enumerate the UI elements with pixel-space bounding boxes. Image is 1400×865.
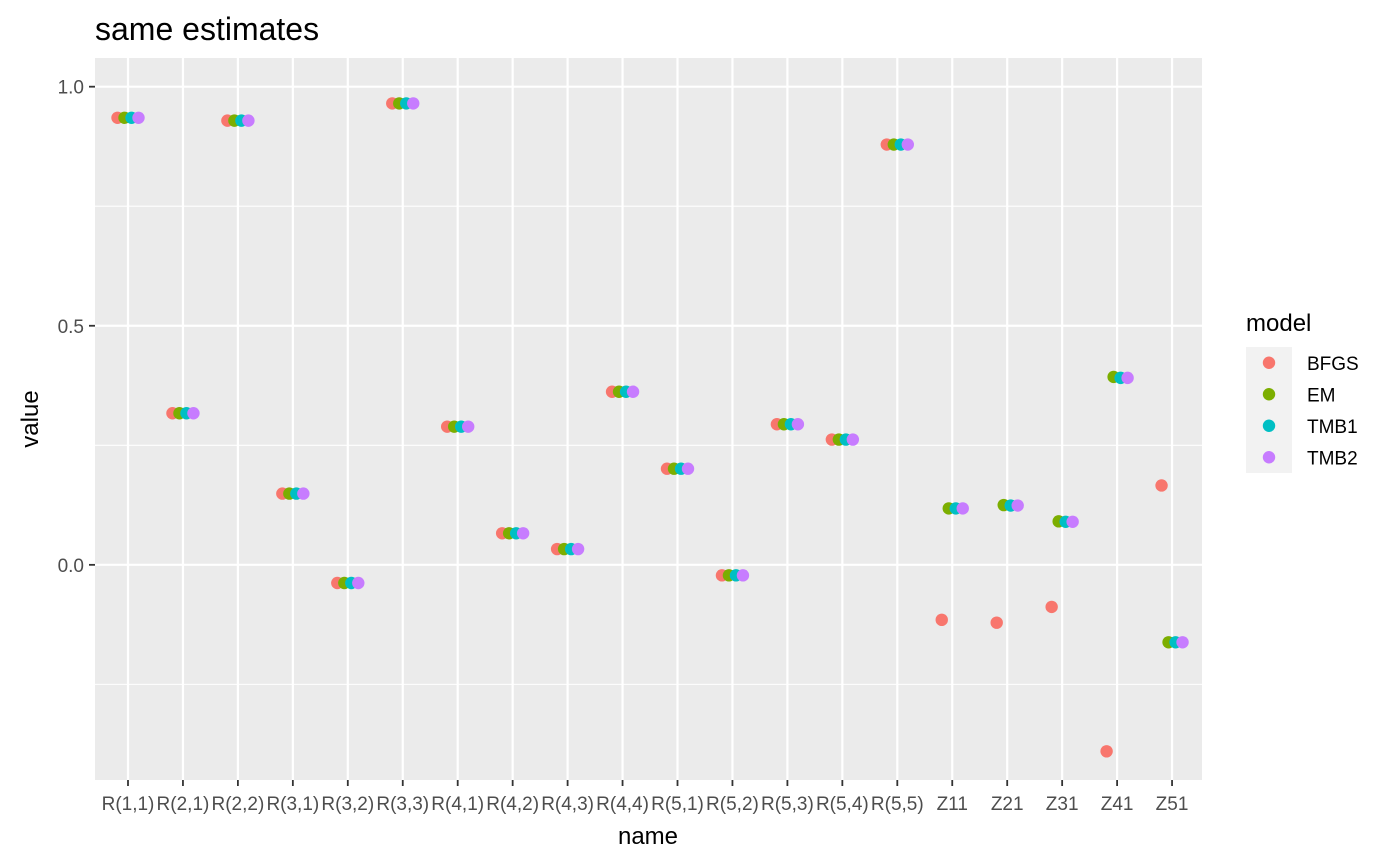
x-tick-label: R(4,2) [486, 794, 539, 815]
x-axis-title: name [618, 823, 678, 850]
x-tick-label: R(4,4) [596, 794, 649, 815]
legend-key-point [1262, 388, 1276, 401]
point-BFGS-Z41 [1100, 745, 1113, 758]
point-TMB2-Z41 [1121, 371, 1134, 385]
x-tick-label: Z31 [1046, 794, 1079, 815]
point-TMB2-Z51 [1176, 636, 1189, 649]
x-tick-label: R(2,1) [157, 794, 210, 815]
x-tick-label: R(5,1) [651, 794, 704, 815]
y-tick-label: 0.5 [58, 317, 84, 338]
legend: model BFGS EM TMB1 TMB2 [1246, 310, 1359, 473]
point-TMB2-R(1,1) [132, 111, 145, 124]
x-tick-label: R(3,3) [376, 794, 429, 815]
point-TMB2-R(5,5) [901, 138, 914, 151]
x-tick-label: R(5,3) [761, 794, 814, 815]
legend-label-TMB2: TMB2 [1307, 448, 1358, 469]
y-tick-label: 0.0 [58, 556, 84, 577]
point-TMB2-R(2,1) [187, 407, 200, 420]
point-BFGS-Z21 [990, 616, 1003, 629]
point-TMB2-Z31 [1066, 515, 1079, 529]
point-BFGS-Z31 [1045, 600, 1058, 614]
point-TMB2-R(2,2) [242, 114, 255, 127]
x-tick-label: R(2,2) [212, 794, 265, 815]
point-TMB2-R(3,2) [352, 576, 365, 590]
point-TMB2-R(4,3) [571, 542, 585, 556]
point-TMB2-R(5,2) [736, 569, 750, 582]
x-tick-label: Z41 [1101, 794, 1134, 815]
legend-label-TMB1: TMB1 [1307, 417, 1358, 438]
data-points [111, 97, 1189, 758]
legend-key-point [1262, 356, 1276, 369]
point-TMB2-R(4,4) [626, 385, 640, 398]
x-tick-label: R(3,1) [266, 794, 319, 815]
legend-label-EM: EM [1307, 385, 1336, 406]
y-tick-label: 1.0 [58, 78, 84, 99]
point-TMB2-R(3,3) [407, 97, 420, 110]
point-TMB2-R(3,1) [297, 487, 310, 500]
x-tick-label: R(5,4) [816, 794, 869, 815]
x-tick-label: R(3,2) [321, 794, 374, 815]
x-tick-label: R(5,2) [706, 794, 759, 815]
point-TMB2-Z21 [1011, 499, 1024, 512]
x-tick-label: Z51 [1156, 794, 1189, 815]
x-tick-label: R(1,1) [102, 794, 155, 815]
legend-title: model [1246, 310, 1311, 337]
plot-panel [95, 58, 1202, 780]
point-TMB2-R(4,1) [462, 420, 475, 433]
x-tick-label: R(4,3) [541, 794, 594, 815]
point-BFGS-Z11 [935, 613, 948, 627]
legend-key-point [1262, 451, 1276, 464]
y-axis-title: value [17, 390, 44, 447]
point-TMB2-R(5,4) [846, 433, 860, 446]
x-tick-label: Z21 [991, 794, 1024, 815]
grid-lines [95, 58, 1202, 780]
x-tick-label: Z11 [937, 794, 968, 815]
legend-label-BFGS: BFGS [1307, 354, 1359, 375]
point-TMB2-R(5,3) [791, 418, 805, 431]
point-TMB2-Z11 [956, 502, 969, 515]
point-TMB2-R(5,1) [681, 462, 695, 475]
axes: 0.00.51.0R(1,1) R(2,1) R(2,2) R(3,1) R(3,2) R… [58, 78, 1189, 815]
point-BFGS-Z51 [1155, 479, 1168, 492]
legend-key-point [1262, 419, 1276, 432]
chart-title: same estimates [95, 11, 319, 47]
x-tick-label: R(5,5) [871, 794, 924, 815]
point-TMB2-R(4,2) [516, 527, 530, 540]
x-tick-label: R(4,1) [431, 794, 484, 815]
